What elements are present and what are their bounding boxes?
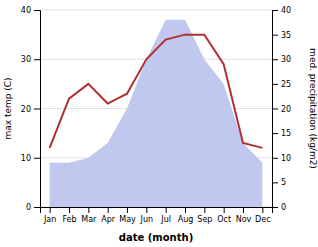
x-tick-mark xyxy=(146,207,147,213)
y-tick-label: 0 xyxy=(26,203,31,212)
y-tick-mark xyxy=(34,59,40,60)
x-tick: Jun xyxy=(140,207,154,224)
axis-line xyxy=(41,208,273,214)
precipitation-area xyxy=(50,20,263,207)
x-tick-mark xyxy=(185,207,186,213)
y2-tick: 40 xyxy=(272,6,291,15)
x-tick-mark xyxy=(127,207,128,213)
y2-tick: 20 xyxy=(272,105,291,114)
y-tick-label: 40 xyxy=(21,6,31,15)
y-axis-title: max temp (C) xyxy=(3,77,13,139)
x-tick: Jul xyxy=(160,207,171,224)
x-tick-mark xyxy=(166,207,167,213)
x-tick-label: Jun xyxy=(140,215,154,224)
x-tick-mark xyxy=(204,207,205,213)
x-tick-label: Sep xyxy=(197,215,212,224)
chart: Jan Feb Mar AprMay Jun Jul AugSep Oct NovDec 0 10 2… xyxy=(0,0,318,247)
y2-tick-label: 20 xyxy=(281,105,291,114)
grid xyxy=(40,10,272,207)
y-tick-label: 30 xyxy=(21,55,31,64)
y-tick: 10 xyxy=(21,154,40,163)
y2-tick-mark xyxy=(272,207,278,208)
x-tick-mark xyxy=(108,207,109,213)
x-tick: Feb xyxy=(62,207,76,224)
marks xyxy=(50,20,263,207)
x-tick-mark xyxy=(69,207,70,213)
y2-tick-label: 40 xyxy=(281,6,291,15)
y2-tick: 15 xyxy=(272,129,291,138)
y2-tick-label: 5 xyxy=(281,178,286,187)
y-tick: 30 xyxy=(21,55,40,64)
y2-tick-label: 15 xyxy=(281,129,291,138)
y2-axis-title: med. precipitation (kg/m2) xyxy=(308,48,318,169)
y2-axis: 0 5 10 15 20 25 30 35 40 xyxy=(272,6,291,212)
y2-tick-mark xyxy=(272,84,278,85)
x-tick-label: May xyxy=(119,215,136,224)
x-tick-mark xyxy=(262,207,263,213)
x-tick: Jan xyxy=(43,207,56,224)
plot-area: Jan Feb Mar AprMay Jun Jul AugSep Oct NovDec 0 10 2… xyxy=(21,6,291,224)
y2-tick-mark xyxy=(272,59,278,60)
x-tick: Dec xyxy=(255,207,270,224)
x-tick-label: Mar xyxy=(81,215,97,224)
y-tick-mark xyxy=(34,109,40,110)
x-tick: Aug xyxy=(178,207,194,224)
y2-tick: 30 xyxy=(272,55,291,64)
y2-tick-mark xyxy=(272,35,278,36)
y-tick-mark xyxy=(34,10,40,11)
y2-tick-mark xyxy=(272,158,278,159)
y-tick-mark xyxy=(34,207,40,208)
y2-tick: 5 xyxy=(272,178,286,187)
y2-tick: 0 xyxy=(272,203,286,212)
temperature-line xyxy=(50,35,263,148)
y-tick: 40 xyxy=(21,6,40,15)
x-axis: Jan Feb Mar AprMay Jun Jul AugSep Oct NovDec xyxy=(41,207,273,224)
x-tick-label: Aug xyxy=(178,215,194,224)
x-tick-label: Dec xyxy=(255,215,270,224)
y2-tick-mark xyxy=(272,133,278,134)
y2-tick-mark xyxy=(272,10,278,11)
x-tick-label: Apr xyxy=(101,215,116,224)
x-tick: Sep xyxy=(197,207,212,224)
y-tick-label: 20 xyxy=(21,105,31,114)
axis-line xyxy=(273,11,279,208)
x-tick: Apr xyxy=(101,207,116,224)
x-axis-title: date (month) xyxy=(119,232,193,243)
y-axis: 0 10 20 30 40 xyxy=(21,6,41,212)
x-tick: May xyxy=(119,207,136,224)
x-tick-mark xyxy=(243,207,244,213)
y2-tick-label: 0 xyxy=(281,203,286,212)
y2-tick-mark xyxy=(272,182,278,183)
y2-tick-label: 35 xyxy=(281,31,291,40)
x-tick-mark xyxy=(224,207,225,213)
y2-tick-label: 25 xyxy=(281,80,291,89)
y2-tick: 35 xyxy=(272,31,291,40)
grid-line xyxy=(40,10,272,11)
x-tick-mark xyxy=(50,207,51,213)
y2-tick: 25 xyxy=(272,80,291,89)
x-tick-label: Feb xyxy=(62,215,76,224)
x-tick-label: Jul xyxy=(160,215,171,224)
y-tick-mark xyxy=(34,158,40,159)
axis-line xyxy=(34,11,41,208)
y2-tick-label: 30 xyxy=(281,55,291,64)
x-tick-mark xyxy=(88,207,89,213)
y-tick: 20 xyxy=(21,105,40,114)
y2-tick-label: 10 xyxy=(281,154,291,163)
y-tick: 0 xyxy=(26,203,40,212)
y2-tick: 10 xyxy=(272,154,291,163)
y-tick-label: 10 xyxy=(21,154,31,163)
x-tick: Mar xyxy=(81,207,97,224)
x-tick: Oct xyxy=(217,207,231,224)
x-tick-label: Jan xyxy=(43,215,56,224)
x-tick-label: Nov xyxy=(236,215,252,224)
y2-tick-mark xyxy=(272,109,278,110)
x-tick: Nov xyxy=(236,207,252,224)
x-tick-label: Oct xyxy=(217,215,231,224)
